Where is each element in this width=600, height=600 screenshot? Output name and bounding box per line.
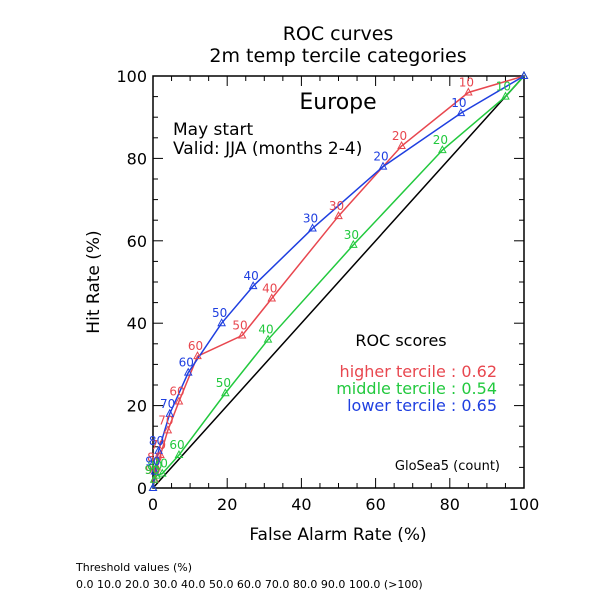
higher-tercile-point-label: 80 [147,450,162,464]
higher-tercile-point-label: 60 [169,384,184,398]
higher-tercile-marker [464,87,473,96]
x-tick-label: 40 [291,495,311,514]
middle-tercile-marker [174,449,184,459]
higher-tercile-marker [156,449,165,459]
x-tick-label: 100 [509,495,540,514]
x-tick-label: 20 [217,495,237,514]
lower-tercile-marker [519,70,529,79]
x-tick-label: 0 [148,495,158,514]
middle-tercile-point-label: 10 [496,80,511,94]
higher-tercile-point-label: 70 [158,413,173,427]
legend-lower-tercile: lower tercile : 0.65 [347,396,497,415]
middle-tercile-point-label: 30 [344,228,359,242]
series-point-labels: 9080707060605040302010908070605040302010… [144,75,511,476]
higher-tercile-line [152,75,525,489]
higher-tercile-marker [334,211,343,220]
model-label: GloSea5 (count) [395,459,500,474]
chart-title: ROC curves [283,23,394,45]
lower-tercile-marker [183,367,193,376]
axis-tick-labels: 0 20 40 60 80 100 0 20 40 60 80 100 [116,67,539,514]
series-markers [148,70,529,491]
middle-tercile-point-label: 70 [153,457,168,471]
legend-higher-tercile: higher tercile : 0.62 [340,362,497,381]
lower-tercile-marker [308,223,317,232]
middle-tercile-point-label: 80 [147,459,162,473]
lower-tercile-point-label: 90 [145,455,160,469]
lower-tercile-point-label: 40 [244,269,259,283]
lower-tercile-marker [150,466,160,475]
lower-tercile-marker [217,318,226,327]
y-axis-label: Hit Rate (%) [84,230,104,333]
lower-tercile-point-label: 30 [303,211,318,225]
higher-tercile-point-label: 90 [145,463,160,477]
lower-tercile-point-label: 10 [451,96,466,110]
higher-tercile-marker [152,462,162,471]
middle-tercile-point-label: 20 [433,133,448,147]
middle-tercile-point-label: 90 [144,463,159,477]
x-tick-label: 80 [440,495,460,514]
higher-tercile-marker [193,351,202,360]
lower-tercile-marker [248,281,258,290]
higher-tercile-point-label: 70 [151,438,166,452]
middle-tercile-marker [221,388,230,397]
lower-tercile-point-label: 50 [212,306,227,320]
y-tick-label: 40 [127,314,147,333]
middle-tercile-marker [438,145,447,154]
higher-tercile-marker [237,330,247,339]
legend-title: ROC scores [355,331,446,350]
lower-tercile-marker [456,108,466,117]
middle-tercile-point-label: 40 [258,323,273,337]
y-tick-label: 20 [127,397,147,416]
middle-tercile-marker [501,91,510,100]
y-tick-label: 80 [127,149,147,168]
middle-tercile-marker [157,468,167,477]
middle-tercile-marker [263,334,273,343]
lower-tercile-point-label: 60 [179,356,194,370]
lower-tercile-marker [148,482,158,491]
y-tick-label: 60 [127,232,147,251]
lower-tercile-point-label: 80 [149,434,164,448]
middle-tercile-marker [349,239,358,248]
lower-tercile-marker [165,408,175,417]
middle-tercile-marker [152,470,162,479]
higher-tercile-marker [397,140,406,150]
higher-tercile-point-label: 30 [329,199,344,213]
higher-tercile-point-label: 60 [188,339,203,353]
y-tick-label: 0 [137,479,147,498]
lower-tercile-marker [154,445,163,454]
higher-tercile-marker [174,396,184,405]
higher-tercile-marker [267,293,277,302]
valid-label: Valid: JJA (months 2-4) [173,139,362,159]
higher-tercile-point-label: 20 [392,129,407,143]
lower-tercile-point-label: 70 [160,397,175,411]
region-label: Europe [299,90,376,115]
higher-tercile-point-label: 10 [459,75,474,89]
middle-tercile-point-label: 60 [169,438,184,452]
x-tick-label: 60 [365,495,385,514]
higher-tercile-marker [163,425,173,434]
lower-tercile-marker [378,161,388,170]
x-axis-label: False Alarm Rate (%) [249,525,426,545]
higher-tercile-point-label: 50 [232,319,247,333]
no-skill-diagonal [152,75,525,489]
higher-tercile-point-label: 40 [262,281,277,295]
middle-tercile-marker [149,474,159,483]
threshold-values: 0.0 10.0 20.0 30.0 40.0 50.0 60.0 70.0 8… [76,578,423,591]
start-label: May start [173,120,253,140]
legend-middle-tercile: middle tercile : 0.54 [336,379,497,398]
middle-tercile-point-label: 50 [216,376,231,390]
y-tick-label: 100 [116,67,147,86]
chart-subtitle: 2m temp tercile categories [209,45,466,67]
threshold-title: Threshold values (%) [75,561,192,574]
lower-tercile-point-label: 20 [373,150,388,164]
